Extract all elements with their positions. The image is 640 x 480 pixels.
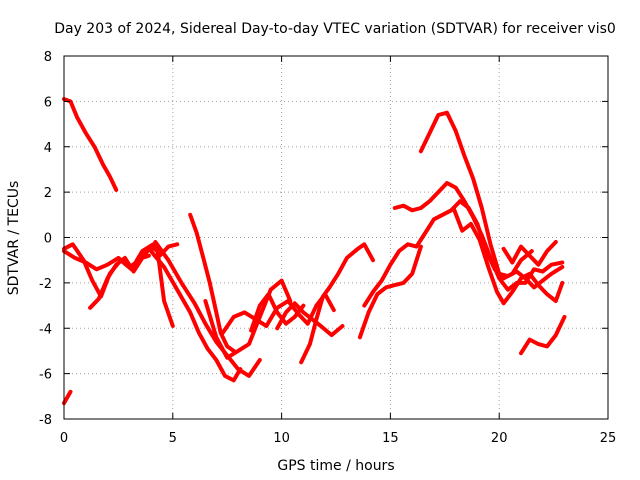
series-line-s8 (188, 212, 236, 353)
x-axis-label: GPS time / hours (277, 458, 394, 474)
y-tick-labels: -8 -6 -4 -2 0 2 4 6 8 (39, 50, 52, 428)
series-line-s20 (519, 314, 567, 356)
y-tick-label: 4 (44, 141, 52, 156)
x-tick-label: 15 (382, 431, 399, 446)
series-line-s9 (203, 278, 293, 360)
series-line-s10 (220, 292, 336, 335)
x-tick-label: 20 (491, 431, 508, 446)
series-line-s7 (153, 240, 262, 378)
series-line-s13 (299, 242, 375, 365)
grid (64, 56, 608, 419)
y-tick-label: -8 (39, 413, 52, 428)
series-line-s2 (62, 389, 73, 406)
y-tick-label: -2 (39, 277, 52, 292)
chart-title: Day 203 of 2024, Sidereal Day-to-day VTE… (54, 21, 616, 37)
x-tick-label: 10 (273, 431, 290, 446)
y-tick-label: -6 (39, 368, 52, 383)
y-tick-label: 2 (44, 186, 52, 201)
data-series-group (62, 97, 567, 406)
series-line-s14 (357, 244, 423, 340)
y-tick-label: 8 (44, 50, 52, 65)
y-axis-label: SDTVAR / TECUs (6, 181, 22, 296)
series-line-s19 (501, 240, 558, 267)
series-line-s6 (149, 249, 243, 383)
x-tick-label: 0 (60, 431, 68, 446)
series-line-s1 (62, 97, 119, 192)
series-line-s18 (451, 206, 565, 306)
x-tick-labels: 0 5 10 15 20 25 (60, 431, 616, 446)
x-tick-label: 5 (169, 431, 177, 446)
series-line-s15 (362, 199, 534, 308)
y-tick-label: 6 (44, 95, 52, 110)
series-line-s5 (88, 253, 151, 310)
series-line-s16 (392, 181, 565, 292)
y-tick-label: -4 (39, 322, 52, 337)
series-line-s11 (249, 292, 306, 333)
x-tick-label: 25 (600, 431, 617, 446)
axis-ticks (63, 55, 609, 420)
y-tick-label: 0 (44, 232, 52, 247)
series-line-s12 (275, 301, 345, 338)
